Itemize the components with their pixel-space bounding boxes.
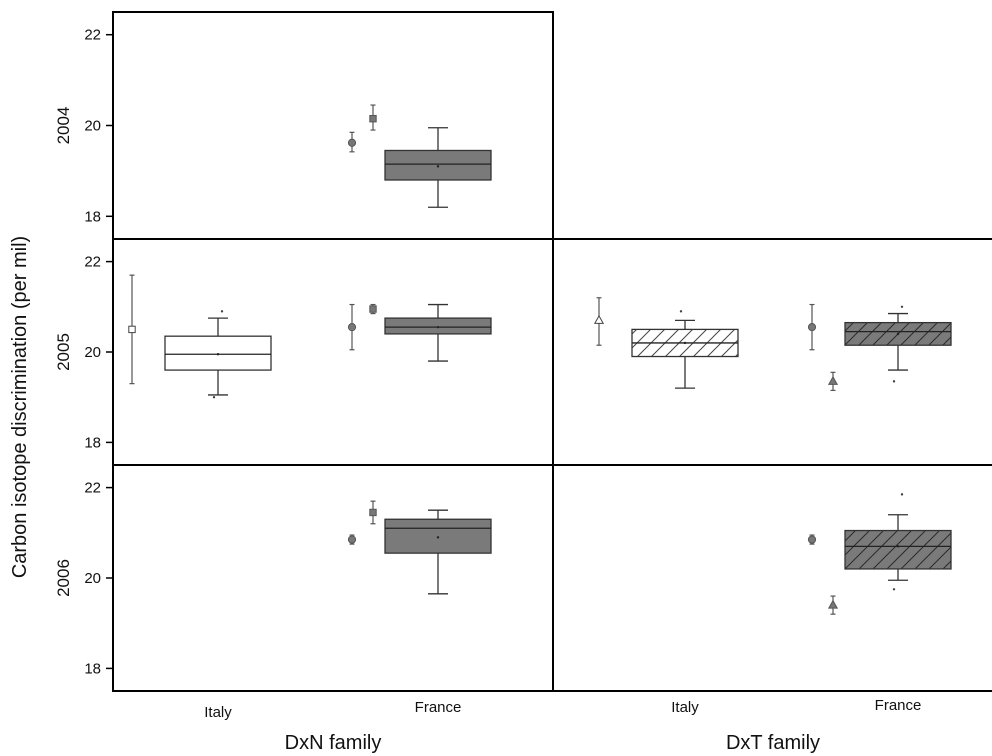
marker-2006-france-square-point [369, 508, 377, 517]
box-2005-italy-outlier-1 [220, 310, 224, 313]
box-2005-italy-outlier-0 [679, 310, 683, 313]
y-tick-label-2005-20: 20 [84, 344, 101, 361]
marker-2005-france-square-point [369, 305, 377, 313]
marker-2004-france-circle-point [347, 138, 357, 147]
year-label-2005: 2005 [54, 333, 73, 371]
box-2006-france-mean-dot [896, 545, 900, 548]
y-tick-label-2005-18: 18 [84, 434, 101, 451]
y-tick-label-2004-18: 18 [84, 208, 101, 225]
box-2006-france-mean-dot [436, 536, 440, 539]
box-2005-france-mean-dot [436, 325, 440, 329]
y-tick-label-2006-18: 18 [84, 660, 101, 677]
box-2005-italy-mean-dot [683, 341, 687, 345]
marker-2006-france-triangle-point [827, 599, 839, 609]
marker-2005-italy-square-open-point [128, 325, 136, 334]
x-tick-label-france-dxt: France [875, 697, 922, 714]
y-tick-label-2004-20: 20 [84, 118, 101, 135]
box-2005-france-mean-dot [896, 332, 900, 336]
box-2006-france-iqr [844, 529, 952, 570]
y-axis-label: Carbon isotope discrimination (per mil) [9, 236, 31, 578]
panel-frame-dxn-2004 [112, 11, 554, 240]
marker-2005-italy-triangle-open-point [593, 314, 605, 324]
panel-2005-dxt [593, 297, 952, 392]
marker-2005-france-circle-point [347, 323, 357, 332]
box-2004-france-mean-dot [436, 165, 440, 168]
box-2005-france-outlier-0 [892, 380, 896, 383]
panel-2006-dxt [807, 493, 952, 615]
panel-2005-dxn [128, 274, 492, 399]
y-tick-label-2005-22: 22 [84, 254, 101, 271]
year-label-2004: 2004 [54, 107, 73, 145]
y-tick-label-2006-20: 20 [84, 570, 101, 587]
box-2005-italy-mean-dot [216, 353, 220, 356]
year-label-2006: 2006 [54, 559, 73, 597]
panel-2004-dxn [347, 104, 492, 208]
family-label-dxn: DxN family [285, 732, 382, 754]
y-tick-label-2004-22: 22 [84, 27, 101, 44]
marker-2006-france-circle-point [807, 535, 817, 544]
box-2005-italy-iqr [164, 335, 272, 371]
panels-layer: 18 20 22 2004 18 20 22 2005 18 20 22 2006 [54, 11, 992, 692]
x-tick-label-italy-dxt: Italy [671, 699, 699, 716]
marker-2004-france-square-point [369, 114, 377, 123]
marker-2005-france-circle-point [807, 323, 817, 332]
box-2005-italy-outlier-0 [212, 396, 216, 399]
panel-frame-dxn-2006 [112, 464, 554, 692]
family-label-dxt: DxT family [726, 732, 820, 754]
x-tick-label-italy-dxn: Italy [204, 704, 232, 721]
panel-2006-dxn [347, 500, 492, 595]
y-tick-label-2006-22: 22 [84, 480, 101, 497]
marker-2006-france-circle-point [347, 535, 357, 544]
box-2006-france-outlier-1 [900, 493, 904, 496]
box-2005-france-outlier-1 [900, 305, 904, 308]
box-2006-france-outlier-0 [892, 588, 896, 591]
x-tick-label-france-dxn: France [415, 699, 462, 716]
marker-2005-france-triangle-point [827, 375, 839, 385]
